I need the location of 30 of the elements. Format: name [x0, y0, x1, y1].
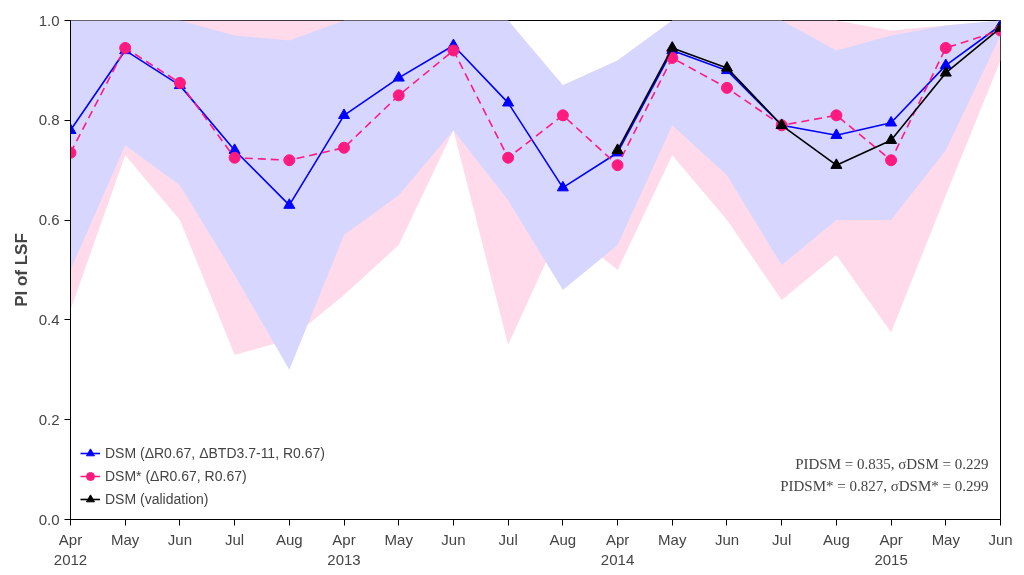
- x-tick-label: Aug: [275, 530, 303, 548]
- x-tick-label: May: [111, 530, 140, 548]
- x-tick-label: Jun: [714, 530, 740, 548]
- y-tick-label: 0.8: [38, 111, 60, 129]
- x-tick-label: May: [658, 530, 687, 548]
- x-tick-label: Aug: [549, 530, 577, 548]
- y-tick-label: 0.0: [38, 510, 60, 528]
- x-tick-label: Jun: [167, 530, 193, 548]
- x-tick-label: Aug: [823, 530, 850, 548]
- x-tick-label: Jul: [498, 530, 518, 548]
- y-tick-label: 0.4: [38, 310, 60, 328]
- x-tick-label: May: [384, 530, 414, 548]
- legend-label: DSM* (ΔR0.67, R0.67): [105, 468, 247, 484]
- legend-label: DSM (ΔR0.67, ΔBTD3.7-11, R0.67): [105, 445, 325, 461]
- x-tick-label: Jun: [441, 530, 466, 548]
- y-tick-label: 0.6: [38, 211, 60, 229]
- legend-label: DSM (validation): [105, 491, 209, 507]
- y-tick-label: 0.2: [38, 410, 60, 428]
- x-tick-label: Apr 2012: [53, 530, 88, 568]
- x-tick-label: Jun: [988, 530, 1013, 548]
- x-tick-label: Apr 2015: [874, 530, 908, 568]
- x-tick-label: May: [931, 530, 961, 548]
- x-tick-label: Apr 2014: [600, 530, 635, 568]
- x-tick-label: Jul: [772, 530, 792, 548]
- x-tick-label: Apr 2013: [327, 530, 361, 568]
- annotation: PIDSM = 0.835, σDSM = 0.229: [795, 455, 989, 472]
- y-axis-title: PI of LSF: [11, 233, 31, 307]
- x-tick-label: Jul: [225, 530, 245, 548]
- y-tick-label: 1.0: [38, 11, 60, 29]
- annotation: PIDSM* = 0.827, σDSM* = 0.299: [780, 477, 989, 494]
